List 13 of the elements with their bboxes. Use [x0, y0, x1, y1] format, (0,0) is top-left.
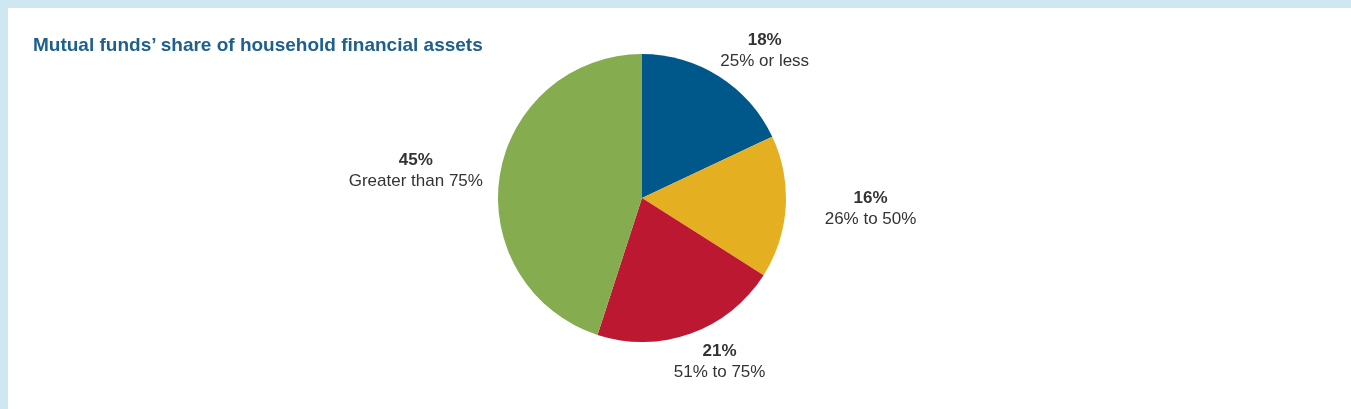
slice-label: 51% to 75% [673, 361, 766, 381]
pie-slice [642, 54, 773, 198]
pie-slice [597, 198, 764, 342]
slice-label: Greater than 75% [348, 170, 483, 190]
data-label: 21% [702, 340, 737, 360]
pie-slice [498, 54, 642, 335]
data-label: 18% [747, 30, 782, 50]
chart-title: Mutual funds’ share of household financial assets [33, 34, 483, 55]
slice-label: 25% or less [720, 51, 810, 71]
slice-label: 26% to 50% [824, 208, 917, 228]
data-label: 45% [398, 149, 433, 169]
pie-slice [642, 136, 786, 276]
data-label: 16% [853, 187, 888, 207]
